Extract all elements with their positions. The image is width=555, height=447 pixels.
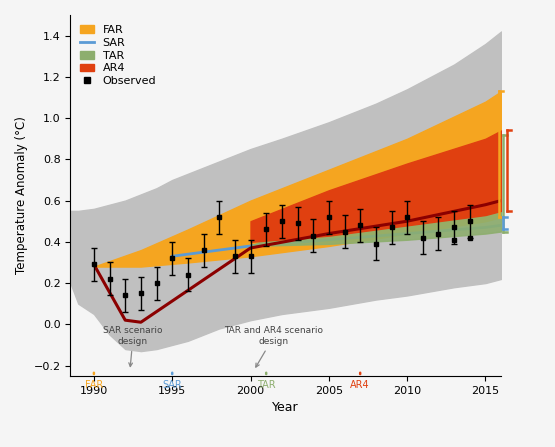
Text: TAR: TAR xyxy=(257,380,275,390)
Legend: FAR, SAR, TAR, AR4, Observed: FAR, SAR, TAR, AR4, Observed xyxy=(76,21,161,91)
X-axis label: Year: Year xyxy=(273,401,299,414)
Text: FAR: FAR xyxy=(85,380,103,390)
Y-axis label: Temperature Anomaly (°C): Temperature Anomaly (°C) xyxy=(15,117,28,274)
Text: SAR scenario
design: SAR scenario design xyxy=(103,326,163,367)
Text: SAR: SAR xyxy=(163,380,182,390)
Text: AR4: AR4 xyxy=(350,380,370,390)
Text: TAR and AR4 scenario
design: TAR and AR4 scenario design xyxy=(225,326,324,367)
